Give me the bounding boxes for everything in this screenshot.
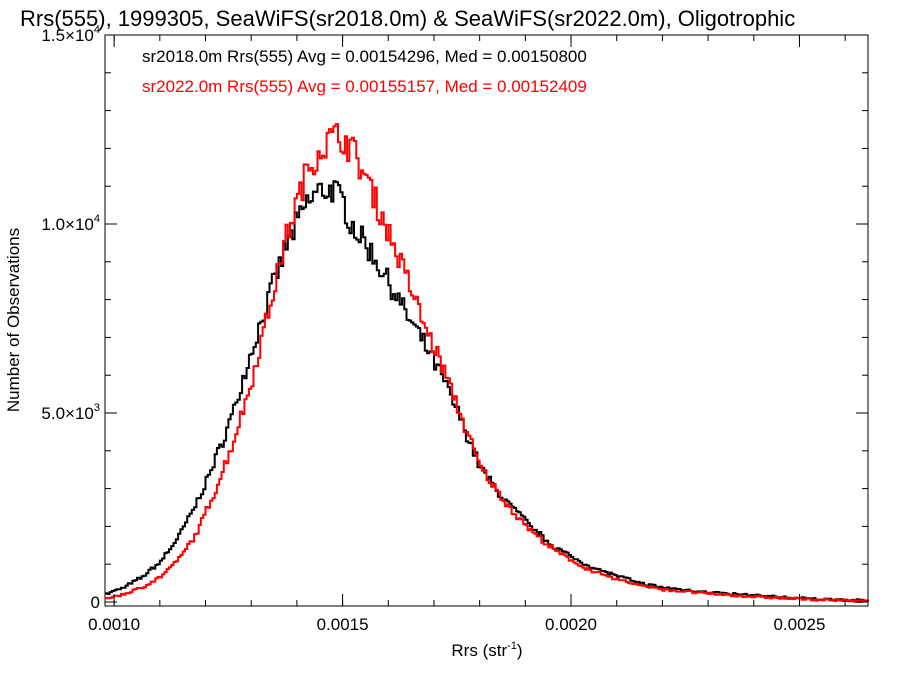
- x-tick-label: 0.0020: [545, 615, 597, 634]
- series-line-sr2022.0m: [105, 123, 869, 603]
- series-layer: [105, 123, 869, 603]
- x-axis-label-main: Rrs (str: [451, 641, 507, 660]
- y-tick-label: 1.0×104: [41, 213, 100, 234]
- y-tick-label: 5.0×103: [41, 402, 100, 423]
- chart-title: Rrs(555), 1999305, SeaWiFS(sr2018.0m) & …: [20, 6, 795, 31]
- x-tick-label: 0.0015: [317, 615, 369, 634]
- legend-entry-sr2018: sr2018.0m Rrs(555) Avg = 0.00154296, Med…: [142, 47, 587, 66]
- ticks-layer: 0.0010 0.0015 0.0020 0.0025 0 5.0×103 1.0×104 1…: [41, 24, 868, 634]
- y-tick-label: 1.5×104: [41, 24, 100, 45]
- y-tick-label: 0: [91, 593, 100, 612]
- legend-entry-sr2022: sr2022.0m Rrs(555) Avg = 0.00155157, Med…: [142, 77, 587, 96]
- x-axis-label: Rrs (str-1): [451, 640, 522, 660]
- y-axis-label: Number of Observations: [4, 228, 23, 412]
- x-axis-label-suffix: ): [517, 641, 523, 660]
- series-line-sr2018.0m: [105, 180, 869, 603]
- x-tick-label: 0.0010: [88, 615, 140, 634]
- x-axis-label-superscript: -1: [507, 640, 517, 652]
- plot-frame: [104, 34, 869, 607]
- x-tick-label: 0.0025: [773, 615, 825, 634]
